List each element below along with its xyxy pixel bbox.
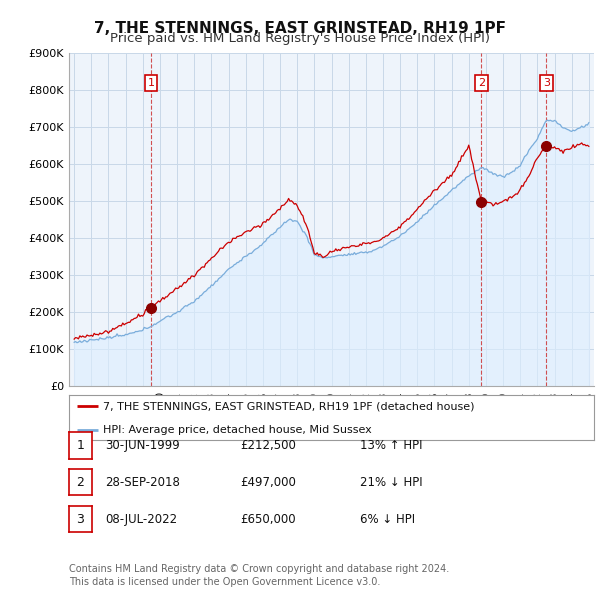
Text: 30-JUN-1999: 30-JUN-1999 [105,439,180,452]
Text: 3: 3 [543,78,550,88]
Text: £497,000: £497,000 [240,476,296,489]
Text: 7, THE STENNINGS, EAST GRINSTEAD, RH19 1PF: 7, THE STENNINGS, EAST GRINSTEAD, RH19 1… [94,21,506,35]
Text: Contains HM Land Registry data © Crown copyright and database right 2024.
This d: Contains HM Land Registry data © Crown c… [69,564,449,587]
Text: 28-SEP-2018: 28-SEP-2018 [105,476,180,489]
Text: 21% ↓ HPI: 21% ↓ HPI [360,476,422,489]
Text: 1: 1 [148,78,155,88]
Text: 2: 2 [76,476,85,489]
Text: Price paid vs. HM Land Registry's House Price Index (HPI): Price paid vs. HM Land Registry's House … [110,32,490,45]
Text: 6% ↓ HPI: 6% ↓ HPI [360,513,415,526]
Text: 2: 2 [478,78,485,88]
Text: £650,000: £650,000 [240,513,296,526]
Text: 1: 1 [76,439,85,452]
Text: 08-JUL-2022: 08-JUL-2022 [105,513,177,526]
Text: 13% ↑ HPI: 13% ↑ HPI [360,439,422,452]
Text: 3: 3 [76,513,85,526]
Text: £212,500: £212,500 [240,439,296,452]
Text: HPI: Average price, detached house, Mid Sussex: HPI: Average price, detached house, Mid … [103,425,372,435]
Text: 7, THE STENNINGS, EAST GRINSTEAD, RH19 1PF (detached house): 7, THE STENNINGS, EAST GRINSTEAD, RH19 1… [103,401,475,411]
